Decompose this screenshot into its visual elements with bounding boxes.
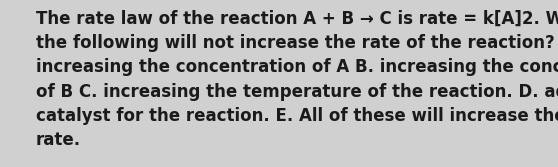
Text: the following will not increase the rate of the reaction? A.: the following will not increase the rate…: [36, 34, 558, 52]
Text: increasing the concentration of A B. increasing the concentration: increasing the concentration of A B. inc…: [36, 58, 558, 76]
Text: of B C. increasing the temperature of the reaction. D. adding a: of B C. increasing the temperature of th…: [36, 83, 558, 101]
Text: The rate law of the reaction A + B → C is rate = k[A]2. Which of: The rate law of the reaction A + B → C i…: [36, 10, 558, 28]
Text: rate.: rate.: [36, 131, 81, 149]
Text: catalyst for the reaction. E. All of these will increase the reaction: catalyst for the reaction. E. All of the…: [36, 107, 558, 125]
